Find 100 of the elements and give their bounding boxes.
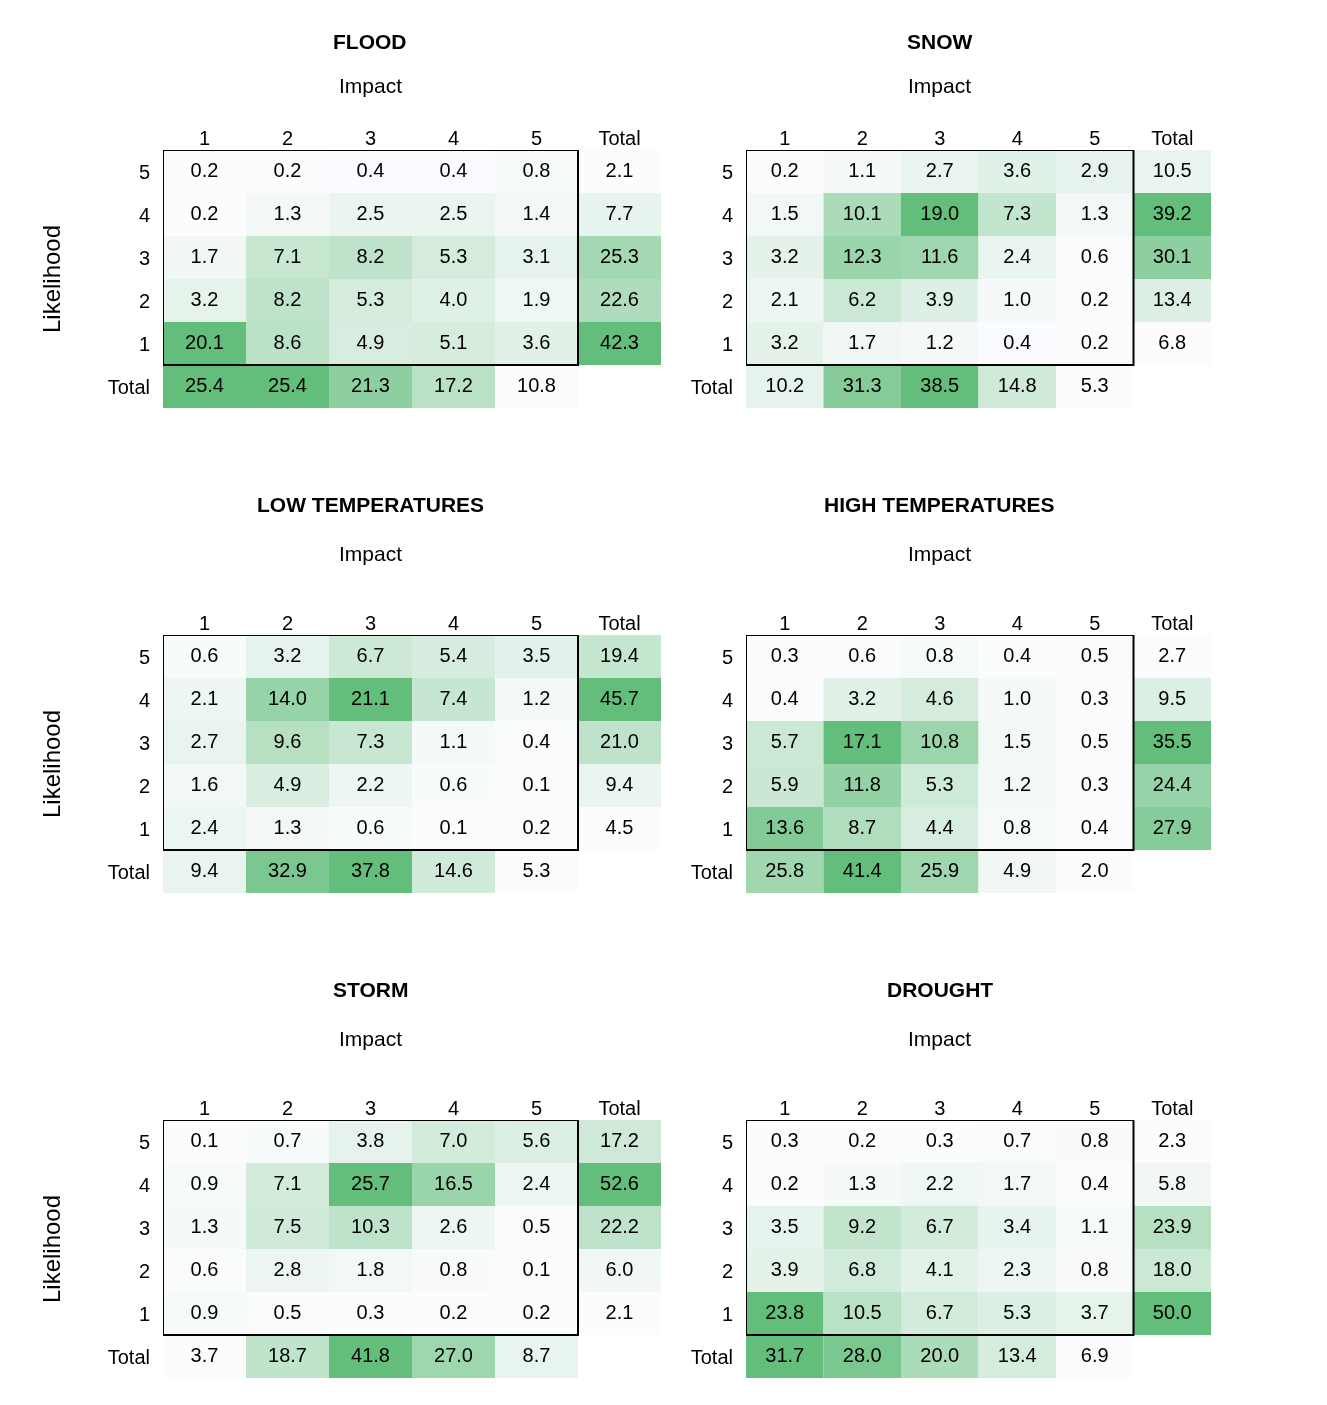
data-label: 10.5 (1152, 158, 1192, 181)
y-tick-label: Total (107, 860, 150, 883)
data-label: 1.2 (925, 330, 954, 353)
data-label: 1.7 (190, 244, 219, 267)
data-label: 0.2 (848, 1128, 877, 1151)
y-axis-title: Likelihood (37, 709, 65, 819)
y-tick-label: Total (107, 375, 150, 398)
data-label: 4.1 (925, 1257, 954, 1280)
data-label: 0.2 (1080, 287, 1109, 310)
chart-title: DROUGHT (887, 978, 994, 1001)
data-label: 5.3 (1003, 1300, 1032, 1323)
data-label: 0.4 (770, 686, 799, 709)
data-label: 0.2 (190, 158, 219, 181)
x-tick-label: 2 (281, 1097, 294, 1119)
data-label: 0.8 (1003, 815, 1032, 838)
data-label: 1.3 (273, 815, 302, 838)
data-label: 0.6 (356, 815, 385, 838)
x-tick-label: 4 (1011, 1097, 1023, 1119)
data-label: 9.4 (190, 858, 219, 881)
data-label: 25.4 (185, 373, 224, 396)
data-label: 7.3 (356, 729, 385, 752)
data-label: 31.3 (842, 373, 882, 396)
y-tick-label: 3 (138, 731, 150, 754)
data-label: 7.1 (273, 244, 302, 267)
data-label: 3.5 (770, 1214, 799, 1237)
data-label: 0.6 (190, 1257, 219, 1280)
data-label: 3.2 (273, 643, 302, 666)
data-label: 0.6 (190, 643, 219, 666)
data-label: 0.3 (770, 1128, 799, 1151)
x-tick-label: 1 (198, 127, 211, 149)
data-label: 0.3 (770, 643, 799, 666)
data-label: 1.5 (770, 201, 799, 224)
data-label: 2.5 (356, 201, 385, 224)
data-label: 9.4 (605, 772, 634, 795)
chart-title: STORM (333, 978, 409, 1001)
y-tick-label: 4 (721, 688, 733, 711)
data-label: 7.1 (273, 1171, 302, 1194)
data-label: 10.8 (517, 373, 556, 396)
data-label: 5.8 (1158, 1171, 1187, 1194)
x-tick-label: 4 (447, 612, 460, 634)
data-label: 7.3 (1003, 201, 1032, 224)
data-label: 0.2 (439, 1300, 468, 1323)
data-label: 5.6 (522, 1128, 551, 1151)
data-label: 3.1 (522, 244, 551, 267)
y-tick-label: 5 (138, 160, 150, 183)
data-label: 1.8 (356, 1257, 385, 1280)
data-label: 0.8 (925, 643, 954, 666)
data-label: 13.4 (997, 1343, 1037, 1366)
data-label: 17.2 (434, 373, 473, 396)
data-label: 5.4 (439, 643, 468, 666)
data-label: 1.2 (522, 686, 551, 709)
data-label: 4.0 (439, 287, 468, 310)
y-tick-label: 2 (721, 289, 733, 312)
data-label: 14.0 (268, 686, 307, 709)
data-label: 17.1 (842, 729, 882, 752)
data-label: 39.2 (1152, 201, 1192, 224)
data-label: 7.5 (273, 1214, 302, 1237)
data-label: 3.2 (770, 330, 799, 353)
x-tick-label: 1 (198, 1097, 211, 1119)
data-label: 6.7 (925, 1300, 954, 1323)
data-label: 1.3 (190, 1214, 219, 1237)
data-label: 13.6 (765, 815, 805, 838)
data-label: 0.2 (522, 1300, 551, 1323)
data-label: 5.3 (356, 287, 385, 310)
data-label: 2.3 (1003, 1257, 1032, 1280)
data-label: 6.0 (605, 1257, 634, 1280)
data-label: 31.7 (765, 1343, 805, 1366)
data-label: 0.8 (1080, 1128, 1109, 1151)
data-label: 6.7 (925, 1214, 954, 1237)
data-label: 0.1 (439, 815, 468, 838)
data-label: 1.3 (1080, 201, 1109, 224)
data-label: 23.8 (765, 1300, 805, 1323)
data-label: 4.9 (1003, 858, 1032, 881)
data-label: 6.9 (1080, 1343, 1109, 1366)
data-label: 2.7 (190, 729, 219, 752)
x-tick-label: Total (1151, 127, 1194, 149)
data-label: 3.7 (190, 1343, 219, 1366)
data-label: 27.0 (434, 1343, 473, 1366)
data-label: 0.4 (1003, 643, 1032, 666)
data-label: 3.9 (770, 1257, 799, 1280)
data-label: 24.4 (1152, 772, 1192, 795)
data-label: 10.3 (351, 1214, 390, 1237)
chart-title: LOW TEMPERATURES (257, 493, 485, 516)
data-label: 0.8 (1080, 1257, 1109, 1280)
y-tick-label: 2 (138, 774, 150, 797)
data-label: 3.2 (848, 686, 877, 709)
data-label: 9.2 (848, 1214, 877, 1237)
x-tick-label: 1 (779, 612, 791, 634)
data-label: 3.6 (1003, 158, 1032, 181)
data-label: 0.1 (522, 1257, 551, 1280)
data-label: 17.2 (600, 1128, 639, 1151)
data-label: 10.8 (920, 729, 960, 752)
data-label: 12.3 (842, 244, 882, 267)
data-label: 6.8 (1158, 330, 1187, 353)
data-label: 1.5 (1003, 729, 1032, 752)
data-label: 5.9 (770, 772, 799, 795)
y-tick-label: 5 (721, 1130, 733, 1153)
data-label: 0.1 (190, 1128, 219, 1151)
data-label: 4.6 (925, 686, 954, 709)
x-axis-title: Impact (908, 542, 972, 565)
